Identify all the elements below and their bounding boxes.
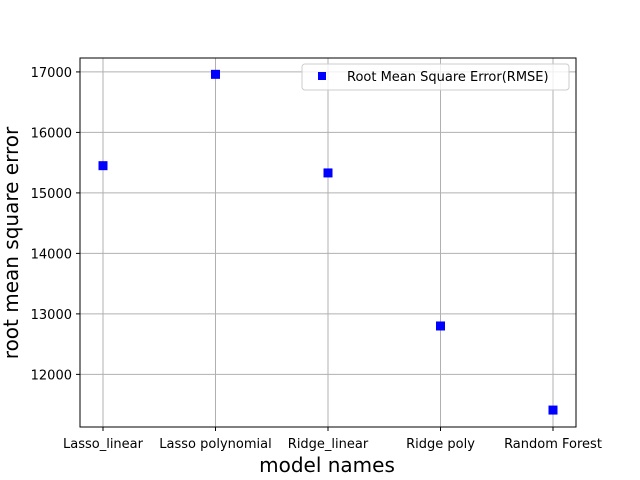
- y-tick-label: 15000: [31, 187, 72, 202]
- plot-area-frame: [79, 57, 577, 428]
- x-tick-label: Lasso polynomial: [159, 437, 271, 452]
- legend-marker-square: [318, 72, 326, 80]
- x-axis-title: model names: [259, 453, 395, 477]
- y-tick-label: 14000: [31, 247, 72, 262]
- data-point-marker: [436, 321, 445, 331]
- y-tick-label: 12000: [31, 368, 72, 383]
- x-tick-label: Ridge_linear: [288, 437, 369, 452]
- data-points: [98, 69, 558, 415]
- x-tick-label: Lasso_linear: [63, 437, 144, 452]
- y-tick-label: 16000: [31, 126, 72, 141]
- axis-ticks: Lasso_linear Lasso polynomial Ridge_linear…: [31, 66, 602, 452]
- y-tick-label: 17000: [31, 66, 72, 81]
- legend: Root Mean Square Error(RMSE): [301, 63, 570, 91]
- data-point-marker: [548, 405, 558, 415]
- x-tick-label: Random Forest: [504, 437, 602, 452]
- legend-label: Root Mean Square Error(RMSE): [347, 70, 549, 85]
- data-point-marker: [211, 69, 220, 79]
- data-point-marker: [323, 168, 333, 178]
- x-tick-label: Ridge poly: [406, 437, 475, 452]
- data-point-marker: [98, 161, 108, 171]
- legend-box: [301, 63, 570, 91]
- y-axis-title: root mean square error: [0, 126, 23, 359]
- y-tick-label: 13000: [31, 308, 72, 323]
